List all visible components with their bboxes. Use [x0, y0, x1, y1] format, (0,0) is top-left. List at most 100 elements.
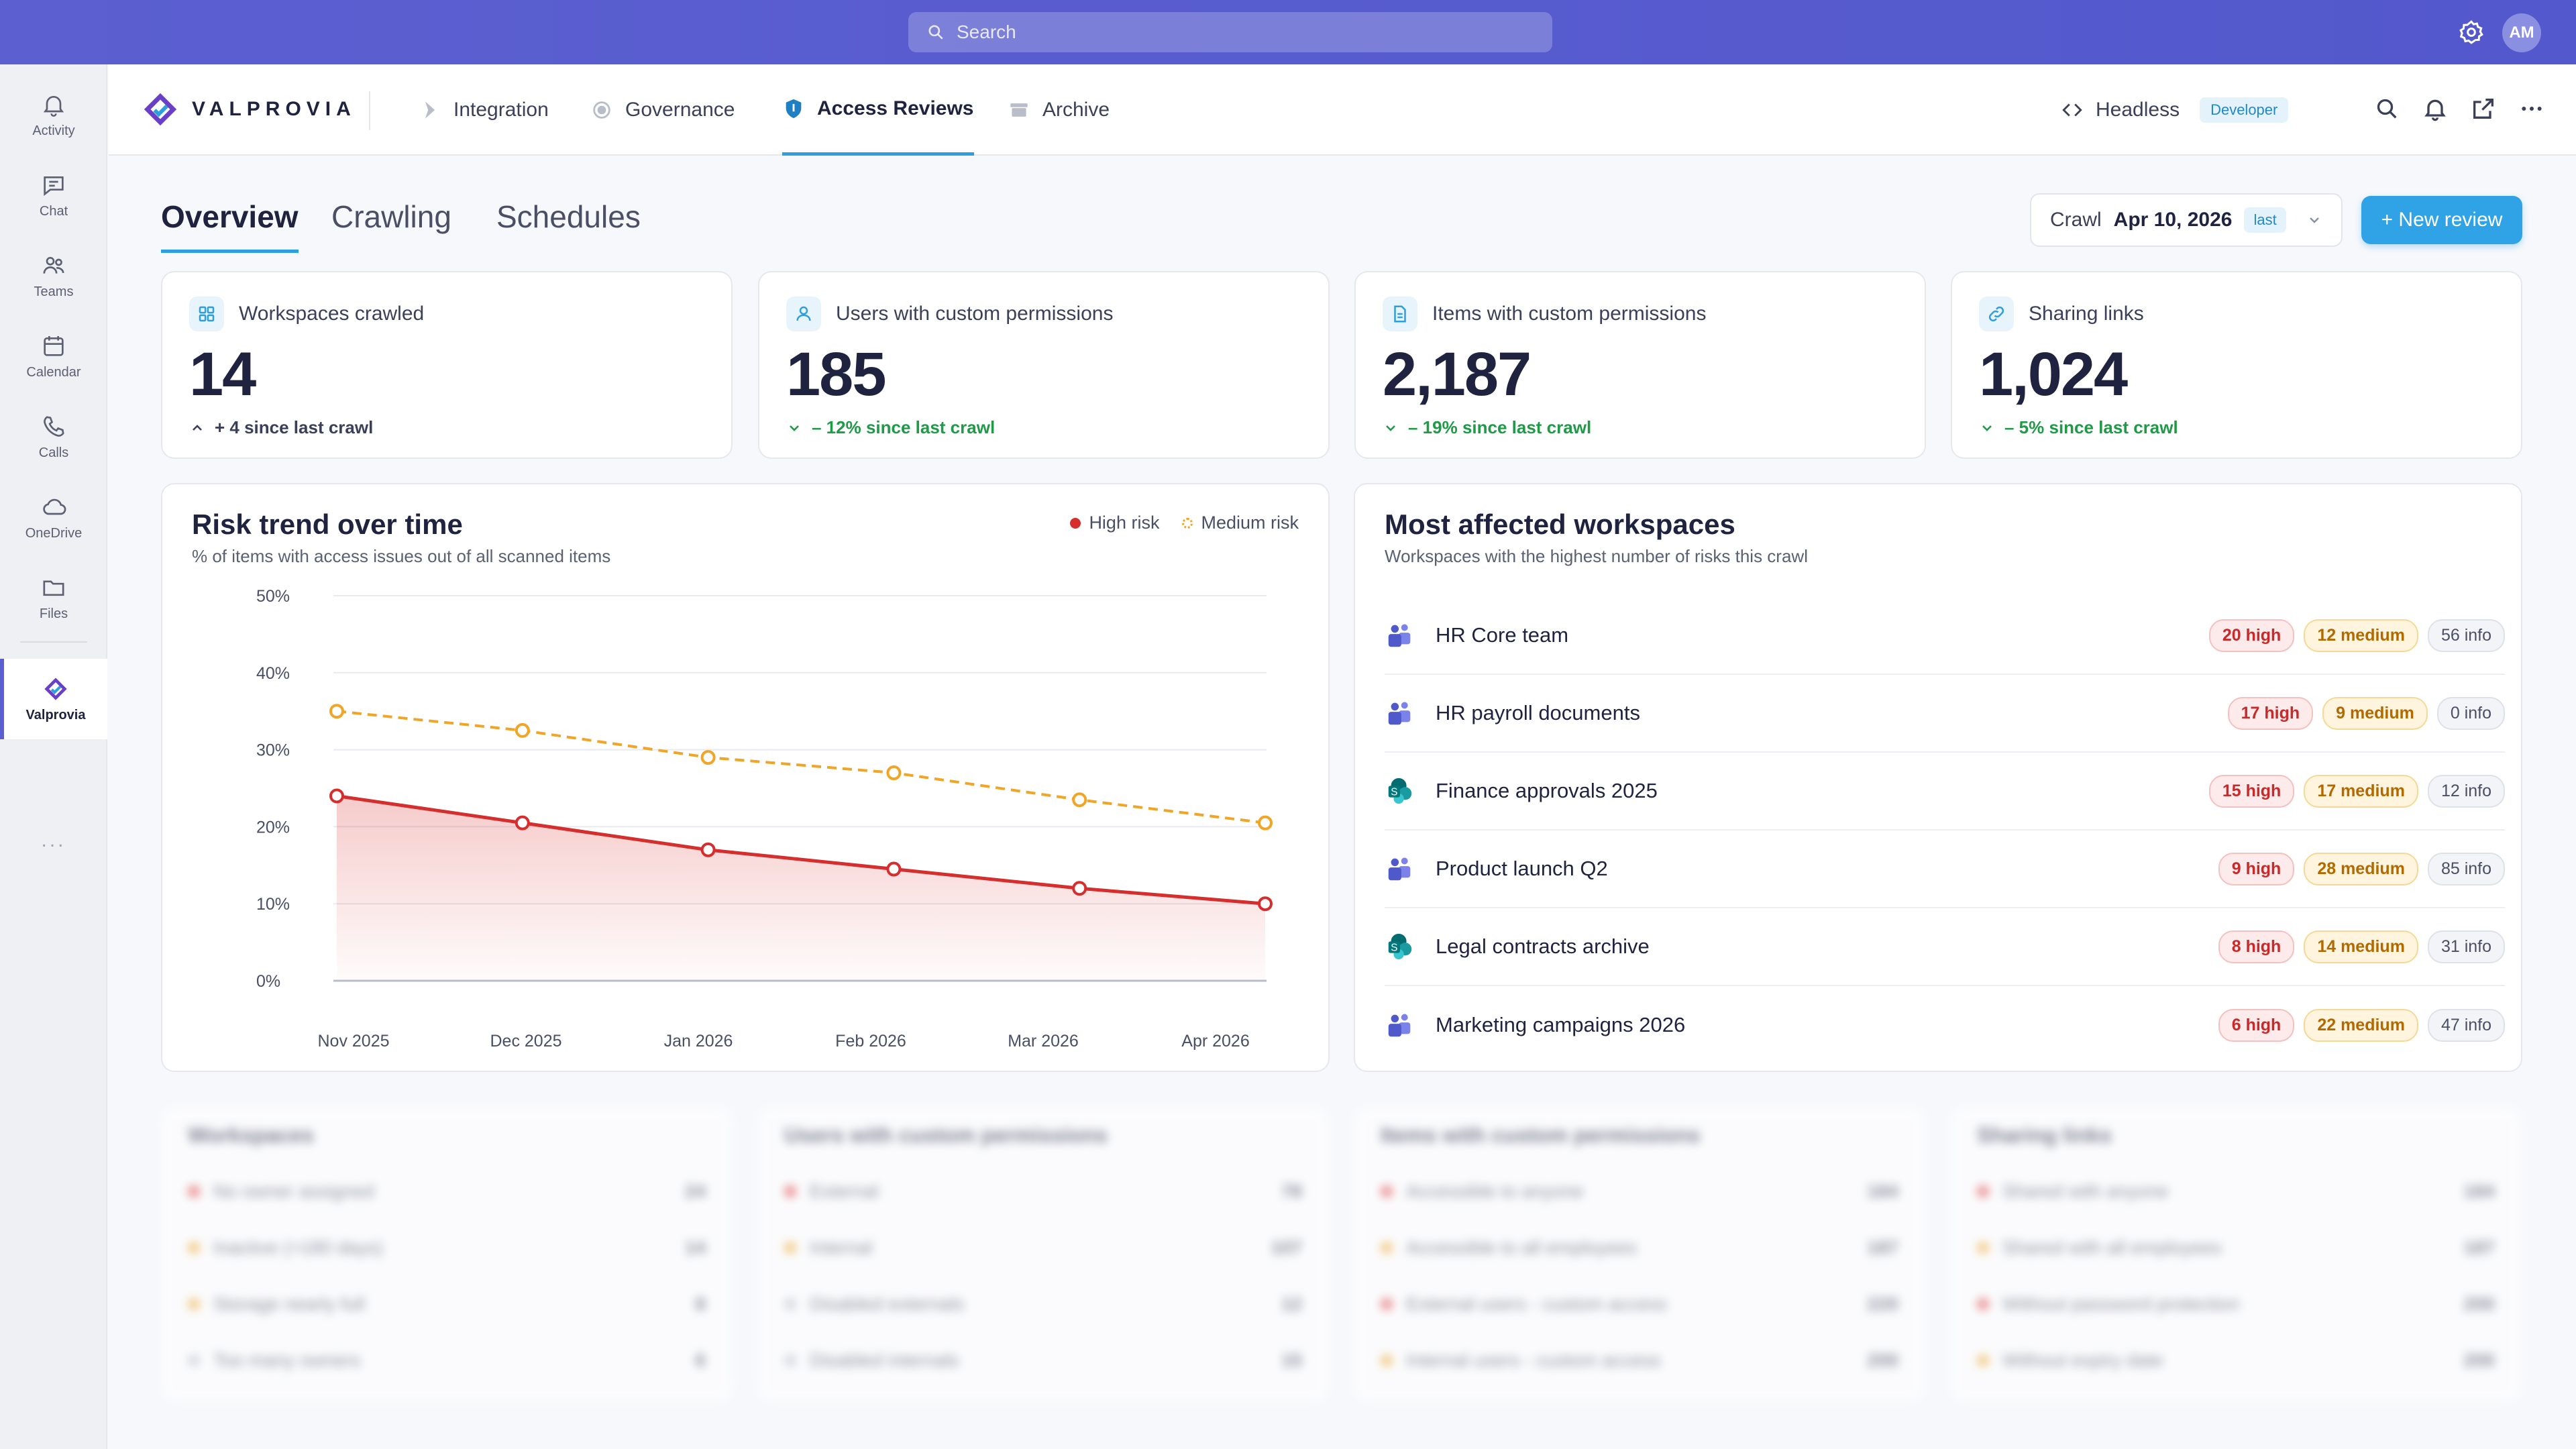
blurred-row-label: Shared with all employees [2002, 1237, 2222, 1258]
rail-item-teams[interactable]: Teams [0, 239, 107, 313]
status-dot-icon [1381, 1242, 1393, 1254]
rail-item-chat[interactable]: Chat [0, 158, 107, 232]
status-dot-icon [188, 1242, 200, 1254]
x-tick-label: Dec 2025 [490, 1032, 561, 1051]
tab-overview[interactable]: Overview [161, 199, 299, 253]
crawl-date: Apr 10, 2026 [2113, 209, 2233, 231]
calendar-icon [44, 335, 64, 356]
nav-governance[interactable]: Governance [590, 64, 735, 156]
workspace-row[interactable]: S Finance approvals 2025 15 high 17 medium 1… [1385, 753, 2505, 830]
chevron-down-icon [1386, 425, 1395, 431]
blurred-row: Internal users - custom access 200 [1381, 1350, 1898, 1371]
blurred-row: External users - custom access 220 [1381, 1293, 1898, 1315]
kpi-value: 1,024 [1979, 340, 2128, 409]
blurred-row-label: Storage nearly full [213, 1293, 365, 1314]
high-badge: 17 high [2227, 696, 2314, 730]
workspace-row[interactable]: S Legal contracts archive 8 high 14 medium 3… [1385, 908, 2505, 986]
y-tick-label: 40% [256, 664, 290, 683]
legend-high-label: High risk [1089, 513, 1160, 533]
rail-item-onedrive[interactable]: OneDrive [0, 480, 107, 554]
archive-icon [1010, 103, 1028, 117]
medium-risk-point [1072, 792, 1087, 808]
blurred-row-value: 184 [2463, 1181, 2495, 1201]
medium-risk-line [336, 710, 1266, 824]
legend-medium[interactable]: Medium risk [1182, 513, 1299, 533]
kpi-card-users[interactable]: Users with custom permissions 185 – 12% … [758, 271, 1330, 459]
teams-icon [1385, 698, 1415, 729]
high-risk-dot-icon [1070, 517, 1081, 529]
blurred-row: Inactive (>180 days) 14 [188, 1237, 706, 1258]
nav-label: Access Reviews [817, 97, 974, 119]
phone-icon [44, 415, 64, 437]
crawl-select[interactable]: Crawl Apr 10, 2026 last [2030, 193, 2343, 247]
headless-toggle[interactable]: Headless Developer [2061, 64, 2289, 156]
rail-item-calendar[interactable]: Calendar [0, 319, 107, 393]
blurred-row-label: External [810, 1181, 879, 1201]
rail-label: Files [39, 606, 68, 621]
sharepoint-icon: S [1385, 775, 1415, 806]
nav-integration[interactable]: Integration [419, 64, 549, 156]
kpi-delta-text: – 5% since last crawl [2004, 417, 2178, 437]
blurred-card: Items with custom permissions Accessible … [1354, 1107, 1925, 1402]
nav-archive[interactable]: Archive [1008, 64, 1110, 156]
medium-badge: 14 medium [2304, 930, 2418, 963]
new-review-button[interactable]: + New review [2361, 196, 2522, 244]
rail-label: OneDrive [25, 525, 83, 541]
tab-crawling[interactable]: Crawling [331, 199, 451, 234]
kpi-card-items[interactable]: Items with custom permissions 2,187 – 19… [1354, 271, 1926, 459]
nav-access-reviews[interactable]: Access Reviews [782, 64, 974, 156]
rail-item-calls[interactable]: Calls [0, 400, 107, 474]
status-dot-icon [1977, 1185, 1989, 1197]
blurred-row-value: 220 [1867, 1293, 1898, 1314]
blurred-detail-cards: Workspaces No owner assigned 24 Inactive (>… [161, 1107, 2522, 1402]
info-badge: 31 info [2427, 930, 2505, 963]
kpi-title: Sharing links [2029, 303, 2144, 325]
rail-more-icon[interactable]: ... [41, 829, 66, 851]
kpi-delta: – 19% since last crawl [1383, 417, 1591, 438]
workspace-name: Finance approvals 2025 [1436, 779, 1658, 802]
external-link-icon[interactable] [2470, 95, 2497, 122]
blurred-row-value: 187 [2463, 1237, 2495, 1258]
kpi-delta-text: – 19% since last crawl [1408, 417, 1592, 437]
chevron-down-icon [790, 425, 799, 431]
brand-name: VALPROVIA [192, 98, 356, 120]
high-risk-point [1258, 896, 1273, 912]
kpi-card-workspaces[interactable]: Workspaces crawled 14 + 4 since last cra… [161, 271, 733, 459]
workspace-row[interactable]: Product launch Q2 9 high 28 medium 85 info [1385, 830, 2505, 908]
blurred-row: Without expiry date 200 [1977, 1350, 2495, 1371]
blurred-row-label: Inactive (>180 days) [213, 1237, 383, 1258]
blurred-card-title: Users with custom permissions [784, 1123, 1108, 1147]
legend-high[interactable]: High risk [1070, 513, 1159, 533]
user-icon [786, 297, 821, 331]
search-input[interactable]: Search [908, 12, 1552, 52]
blurred-row-label: Without password protection [2002, 1293, 2240, 1314]
folder-icon [43, 580, 64, 596]
blurred-row-value: 8 [695, 1293, 706, 1314]
high-badge: 6 high [2218, 1008, 2295, 1042]
rail-item-activity[interactable]: Activity [0, 78, 107, 152]
x-tick-label: Mar 2026 [1008, 1032, 1079, 1051]
high-badge: 15 high [2208, 774, 2295, 808]
risk-badges: 17 high 9 medium 0 info [2227, 696, 2505, 730]
workspace-row[interactable]: HR payroll documents 17 high 9 medium 0 inf… [1385, 675, 2505, 753]
bell-icon[interactable] [2422, 95, 2449, 122]
workspace-row[interactable]: Marketing campaigns 2026 6 high 22 medium 4… [1385, 986, 2505, 1064]
rail-label: Valprovia [25, 707, 86, 722]
rail-item-files[interactable]: Files [0, 561, 107, 635]
high-badge: 9 high [2218, 852, 2295, 885]
workspace-row[interactable]: HR Core team 20 high 12 medium 56 info [1385, 597, 2505, 675]
gear-icon[interactable] [2458, 19, 2485, 46]
rail-label: Calendar [26, 364, 81, 380]
kpi-title: Workspaces crawled [239, 303, 425, 325]
avatar[interactable]: AM [2502, 13, 2541, 52]
kpi-title: Users with custom permissions [836, 303, 1114, 325]
more-icon[interactable] [2518, 95, 2545, 122]
brand-logo[interactable]: VALPROVIA [141, 90, 356, 129]
tab-schedules[interactable]: Schedules [496, 199, 641, 234]
kpi-card-sharing-links[interactable]: Sharing links 1,024 – 5% since last craw… [1951, 271, 2522, 459]
blurred-card: Workspaces No owner assigned 24 Inactive (>… [161, 1107, 733, 1402]
status-dot-icon [784, 1185, 796, 1197]
medium-risk-point [1258, 815, 1273, 830]
search-icon[interactable] [2373, 95, 2400, 122]
rail-item-valprovia[interactable]: Valprovia [0, 659, 107, 739]
